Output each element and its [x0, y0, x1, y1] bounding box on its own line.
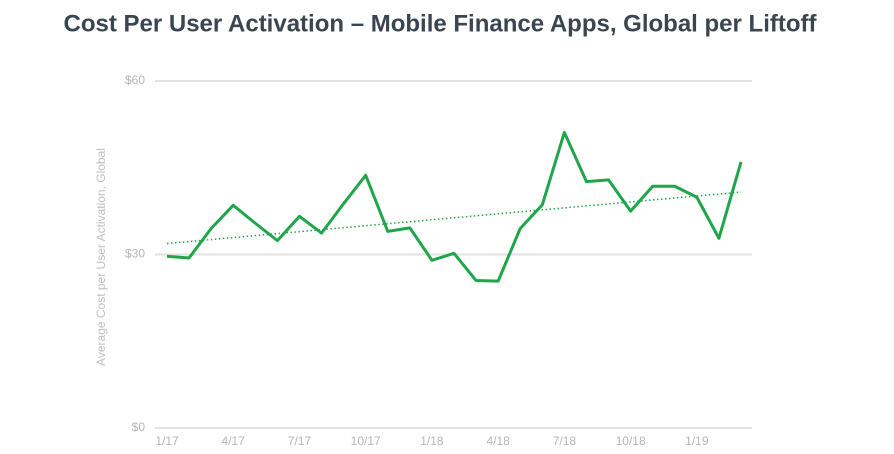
- x-tick-label: 4/18: [486, 434, 510, 448]
- x-tick-label: 1/17: [155, 434, 179, 448]
- line-series: [166, 130, 743, 283]
- x-tick-label: 10/18: [616, 434, 646, 448]
- x-tick-label: 1/19: [685, 434, 709, 448]
- x-tick-label: 1/18: [420, 434, 444, 448]
- x-tick-label: 7/17: [288, 434, 312, 448]
- chart-title: Cost Per User Activation – Mobile Financ…: [64, 10, 818, 37]
- y-tick-label: $60: [125, 73, 145, 87]
- trendline: [166, 191, 742, 245]
- y-tick-label: $30: [125, 247, 145, 261]
- y-tick-label: $0: [132, 420, 146, 434]
- x-tick-label: 10/17: [351, 434, 381, 448]
- y-axis-label: Average Cost per User Activation, Global: [94, 148, 108, 366]
- x-tick-label: 7/18: [553, 434, 577, 448]
- x-tick-label: 4/17: [222, 434, 246, 448]
